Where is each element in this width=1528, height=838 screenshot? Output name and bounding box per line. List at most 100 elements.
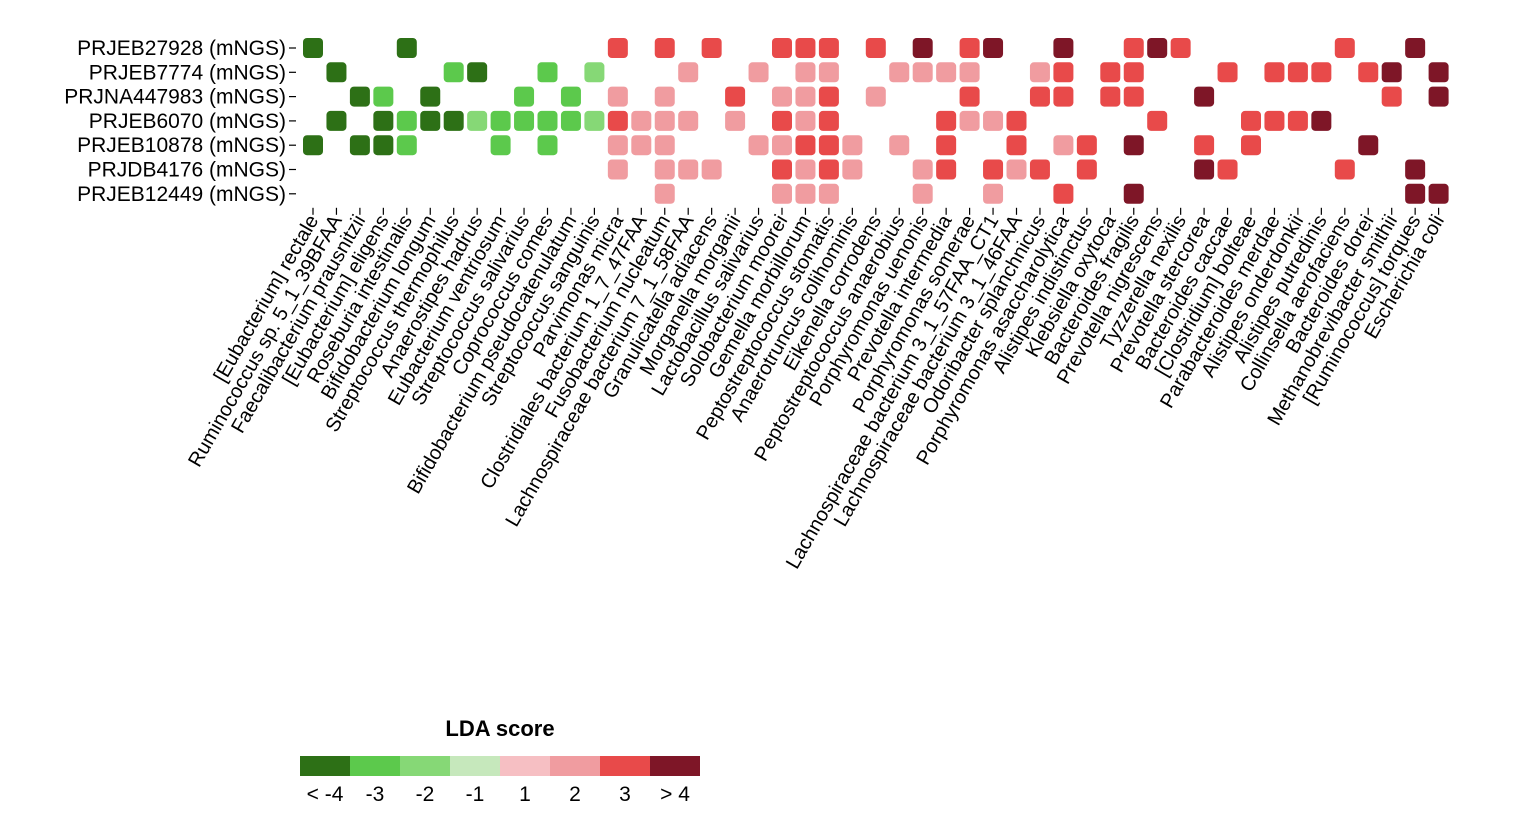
legend-swatch (500, 756, 550, 776)
heatmap-cell (912, 159, 933, 180)
heatmap-cell (936, 110, 957, 131)
heatmap-cell (889, 135, 910, 156)
heatmap-cell (443, 62, 464, 83)
heatmap-cell (1123, 183, 1144, 204)
heatmap-cell (1428, 62, 1449, 83)
heatmap-cell (1123, 86, 1144, 107)
heatmap-cell (654, 110, 675, 131)
heatmap-cell (1334, 38, 1355, 58)
heatmap-cell (1287, 110, 1308, 131)
heatmap-cell (818, 38, 839, 58)
heatmap-cell (1428, 183, 1449, 204)
heatmap-cell (912, 62, 933, 83)
legend-title: LDA score (445, 716, 554, 741)
heatmap-cell (420, 86, 441, 107)
heatmap-cell (725, 86, 746, 107)
heatmap-cell (1029, 86, 1050, 107)
heatmap-cell (1076, 159, 1097, 180)
heatmap-cell (748, 135, 769, 156)
heatmap-cell (584, 62, 605, 83)
heatmap-cell (678, 110, 699, 131)
heatmap-cell (326, 62, 347, 83)
heatmap-cell (959, 86, 980, 107)
heatmap-cell (795, 38, 816, 58)
legend-tick-label: 2 (569, 783, 581, 806)
heatmap-cell (396, 38, 417, 58)
heatmap-cell (1264, 110, 1285, 131)
heatmap-cells (303, 38, 1449, 204)
heatmap-cell (1100, 86, 1121, 107)
row-label: PRJEB12449 (mNGS) (77, 183, 286, 206)
heatmap-cell (772, 86, 792, 107)
heatmap-cell (959, 62, 980, 83)
heatmap-cell (1194, 159, 1215, 180)
heatmap-cell (1428, 86, 1449, 107)
heatmap-cell (678, 62, 699, 83)
heatmap-cell (607, 135, 628, 156)
heatmap-cell (373, 135, 394, 156)
heatmap-cell (607, 110, 628, 131)
heatmap-cell (467, 110, 488, 131)
heatmap-cell (912, 38, 933, 58)
heatmap-cell (1334, 159, 1355, 180)
heatmap-cell (1100, 62, 1121, 83)
heatmap-cell (959, 110, 980, 131)
heatmap-cell (537, 110, 558, 131)
heatmap-cell (889, 62, 910, 83)
heatmap-cell (842, 159, 863, 180)
row-label: PRJEB10878 (mNGS) (77, 134, 286, 157)
heatmap-cell (537, 62, 558, 83)
heatmap-cell (1217, 159, 1238, 180)
heatmap-cell (607, 86, 628, 107)
heatmap-cell (373, 86, 394, 107)
legend-tick-label: 3 (619, 783, 631, 806)
heatmap-cell (936, 135, 957, 156)
row-label: PRJEB27928 (mNGS) (77, 37, 286, 60)
heatmap-cell (1029, 159, 1050, 180)
heatmap-cell (514, 86, 535, 107)
heatmap-cell (912, 183, 933, 204)
heatmap-cell (349, 135, 370, 156)
heatmap-cell (936, 62, 957, 83)
heatmap-cell (607, 38, 628, 58)
heatmap-cell (490, 110, 511, 131)
heatmap-cell (1241, 135, 1261, 156)
color-legend: LDA score < -4 -3 -2 -1 1 2 3 > 4 (300, 716, 700, 806)
heatmap-cell (818, 110, 839, 131)
heatmap-cell (584, 110, 605, 131)
heatmap-cell (396, 110, 417, 131)
row-label: PRJEB6070 (mNGS) (89, 110, 286, 133)
heatmap-cell (1123, 38, 1144, 58)
heatmap-cell (1029, 62, 1050, 83)
heatmap-cell (537, 135, 558, 156)
heatmap-cell (326, 110, 347, 131)
heatmap-cell (1123, 135, 1144, 156)
heatmap-cell (865, 86, 886, 107)
heatmap-cell (818, 62, 839, 83)
heatmap-cell (1287, 62, 1308, 83)
heatmap-cell (983, 159, 1004, 180)
heatmap-cell (1358, 62, 1379, 83)
heatmap-cell (1076, 135, 1097, 156)
heatmap-cell (1053, 38, 1074, 58)
heatmap-cell (654, 159, 675, 180)
legend-swatches (300, 756, 700, 776)
heatmap-cell (701, 38, 722, 58)
heatmap-cell (443, 110, 464, 131)
heatmap-cell (607, 159, 628, 180)
heatmap-cell (303, 135, 323, 156)
heatmap-cell (1405, 38, 1426, 58)
row-label: PRJEB7774 (mNGS) (89, 61, 286, 84)
heatmap-cell (983, 38, 1004, 58)
heatmap-cell (1147, 110, 1168, 131)
heatmap-cell (1241, 110, 1261, 131)
legend-tick-label: -1 (466, 783, 485, 806)
heatmap-cell (1170, 38, 1191, 58)
heatmap-cell (560, 110, 581, 131)
heatmap-cell (1194, 86, 1215, 107)
heatmap-cell (654, 86, 675, 107)
heatmap-cell (490, 135, 511, 156)
heatmap-cell (936, 159, 957, 180)
